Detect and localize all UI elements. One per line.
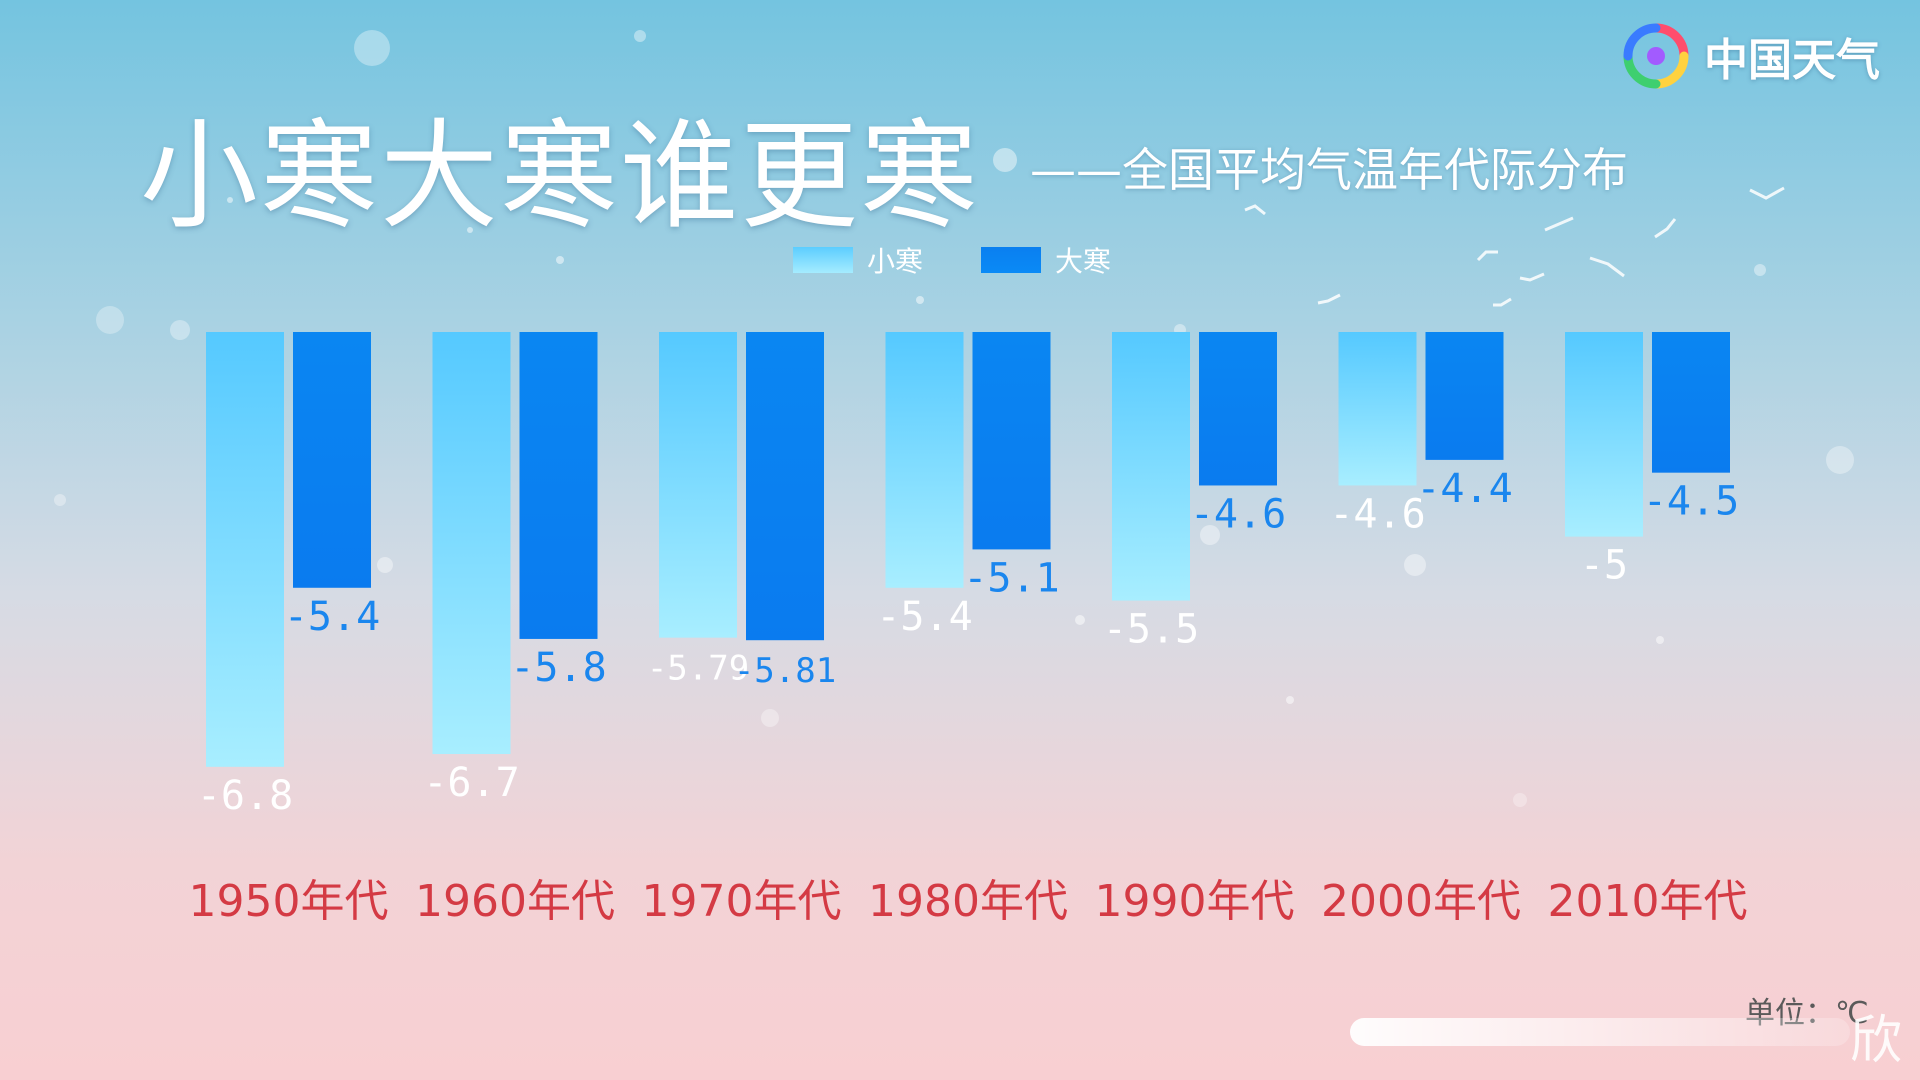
bar-dahan-6	[1652, 332, 1730, 473]
brand-logo: 中国天气	[1620, 20, 1880, 92]
data-label-dahan-3: -5.1	[963, 555, 1059, 601]
data-label-xiaohan-3: -5.4	[876, 594, 972, 640]
data-label-xiaohan-2: -5.79	[647, 649, 749, 689]
category-label-6: 2010年代	[1548, 876, 1748, 927]
bar-dahan-2	[746, 332, 824, 641]
chart-title: 小寒大寒谁更寒	[140, 107, 981, 245]
bar-dahan-3	[972, 332, 1051, 550]
data-label-dahan-4: -4.6	[1190, 491, 1286, 537]
category-label-4: 1990年代	[1095, 876, 1295, 927]
data-label-dahan-5: -4.4	[1416, 466, 1512, 512]
category-label-0: 1950年代	[189, 876, 389, 927]
category-label-1: 1960年代	[415, 876, 615, 927]
bar-xiaohan-0	[206, 332, 284, 767]
swirl-logo-icon	[1623, 23, 1689, 89]
bar-xiaohan-6	[1565, 332, 1643, 537]
data-label-xiaohan-1: -6.7	[423, 760, 519, 806]
data-label-xiaohan-6: -5	[1580, 543, 1628, 589]
watermark-char: 欣	[1850, 1011, 1903, 1071]
category-label-3: 1980年代	[868, 876, 1068, 927]
legend-label-dahan: 大寒	[1055, 245, 1112, 278]
bar-xiaohan-1	[432, 332, 511, 755]
data-label-dahan-2: -5.81	[734, 651, 836, 691]
watermark-bar	[1350, 1018, 1850, 1046]
bar-xiaohan-3	[885, 332, 964, 588]
bar-dahan-4	[1199, 332, 1277, 486]
data-label-xiaohan-0: -6.8	[197, 773, 293, 819]
data-label-xiaohan-4: -5.5	[1103, 607, 1199, 653]
bar-dahan-1	[519, 332, 598, 639]
data-label-dahan-6: -4.5	[1643, 479, 1739, 525]
legend-label-xiaohan: 小寒	[867, 245, 924, 278]
legend-swatch-dahan	[981, 247, 1042, 273]
bar-xiaohan-4	[1112, 332, 1190, 601]
bar-xiaohan-2	[659, 332, 737, 638]
category-label-2: 1970年代	[642, 876, 842, 927]
chart-legend: 小寒 大寒	[793, 240, 1169, 280]
chart-subtitle: ——全国平均气温年代际分布	[1030, 143, 1628, 197]
bar-xiaohan-5	[1338, 332, 1417, 486]
data-label-xiaohan-5: -4.6	[1329, 491, 1425, 537]
bar-dahan-5	[1425, 332, 1504, 460]
brand-name: 中国天气	[1704, 35, 1880, 86]
category-label-5: 2000年代	[1321, 876, 1521, 927]
legend-swatch-xiaohan	[793, 247, 853, 273]
legend-item-xiaohan: 小寒	[793, 240, 923, 280]
legend-item-dahan: 大寒	[981, 240, 1111, 280]
bar-dahan-0	[293, 332, 371, 588]
data-label-dahan-0: -5.4	[284, 594, 380, 640]
data-label-dahan-1: -5.8	[510, 645, 606, 691]
